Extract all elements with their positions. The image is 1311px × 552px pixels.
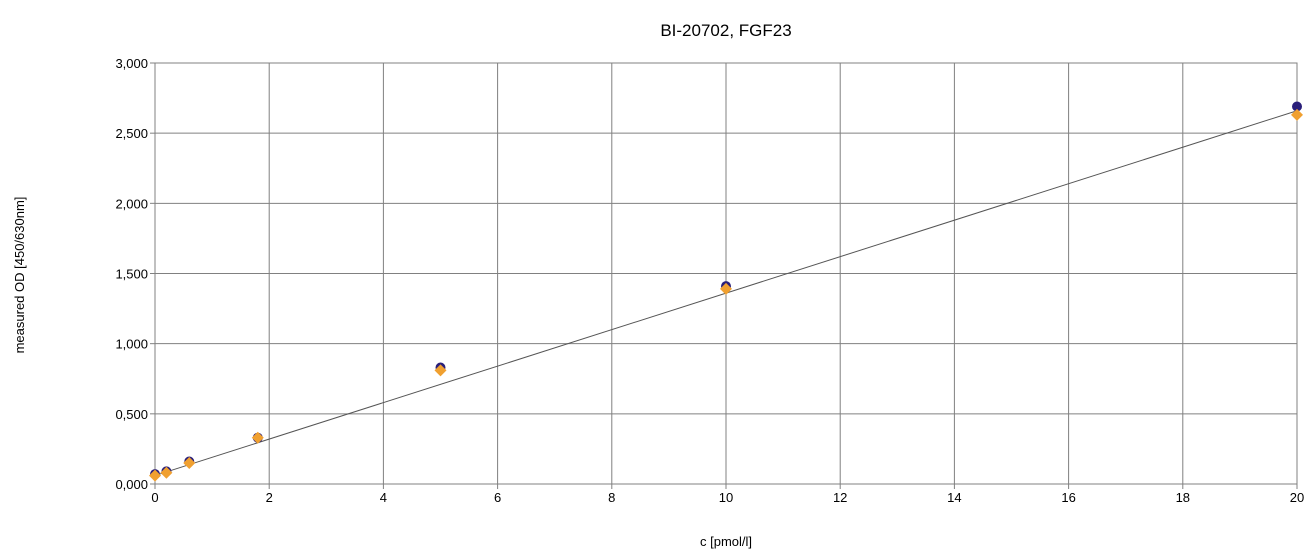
x-axis-ticks: 0 2 4 6 8 10 12 14 16 18 20 — [151, 484, 1304, 505]
x-tick-label: 2 — [266, 490, 273, 505]
series-1-point — [1292, 101, 1302, 112]
x-tick-label: 14 — [947, 490, 961, 505]
x-tick-label: 10 — [719, 490, 733, 505]
y-tick-label: 0,000 — [115, 477, 148, 492]
series-2-point — [251, 431, 264, 444]
x-tick-label: 18 — [1176, 490, 1190, 505]
y-tick-label: 1,000 — [115, 337, 148, 352]
series-2-point — [720, 282, 732, 295]
chart-title: BI-20702, FGF23 — [660, 21, 791, 40]
x-tick-label: 20 — [1290, 490, 1304, 505]
series-2-point — [160, 466, 173, 479]
series-2-point — [183, 456, 196, 469]
x-tick-label: 4 — [380, 490, 387, 505]
y-tick-label: 1,500 — [115, 267, 148, 282]
series-2-point — [1291, 108, 1303, 121]
x-tick-label: 6 — [494, 490, 501, 505]
x-tick-label: 0 — [151, 490, 158, 505]
series-2-point — [434, 364, 447, 377]
data-points — [149, 101, 1303, 482]
x-tick-label: 8 — [608, 490, 615, 505]
y-axis-title: measured OD [450/630nm] — [12, 197, 27, 354]
y-tick-label: 2,000 — [115, 196, 148, 211]
x-tick-label: 16 — [1061, 490, 1075, 505]
y-tick-label: 0,500 — [115, 407, 148, 422]
y-axis-ticks: 0,000 0,500 1,000 1,500 2,000 2,500 3,000 — [115, 56, 155, 492]
series-2-point — [149, 469, 161, 482]
y-tick-label: 3,000 — [115, 56, 148, 71]
y-tick-label: 2,500 — [115, 126, 148, 141]
x-axis-title: c [pmol/l] — [700, 534, 752, 549]
x-tick-label: 12 — [833, 490, 847, 505]
